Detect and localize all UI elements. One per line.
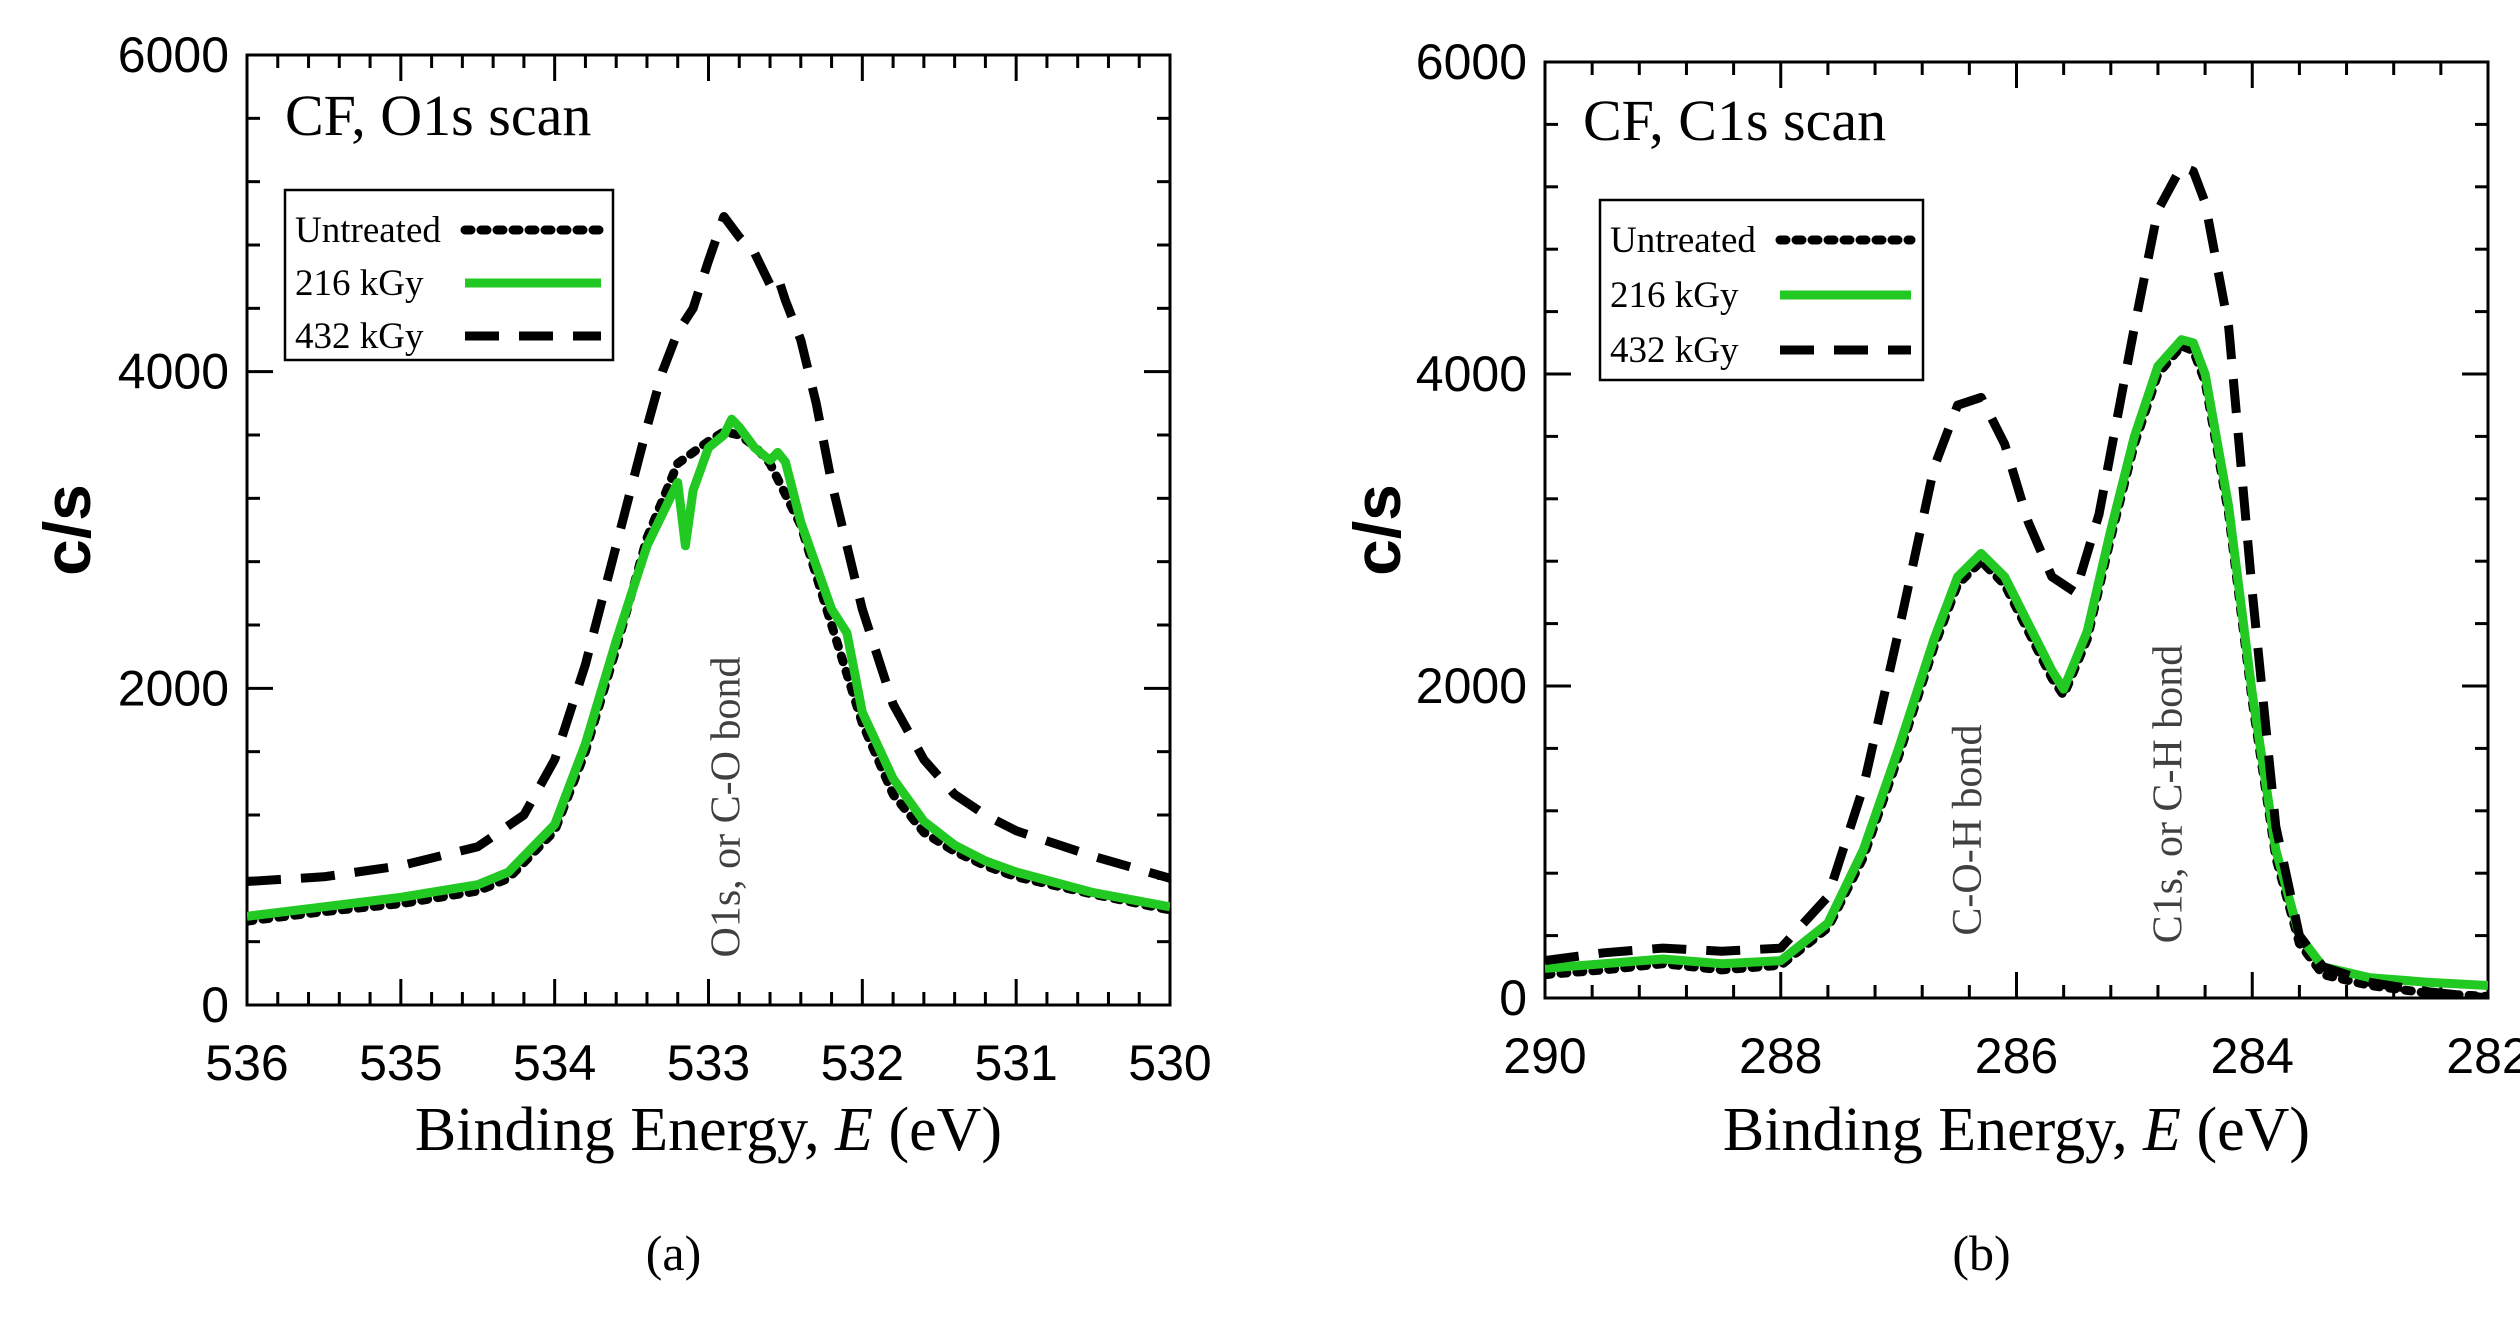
- legend-label: 432 kGy: [1610, 330, 1739, 371]
- panel-title: CF, O1s scan: [285, 83, 591, 148]
- x-axis-title: Binding Energy, E (eV): [1723, 1096, 2310, 1164]
- legend-label: Untreated: [1610, 220, 1756, 261]
- legend-label: 216 kGy: [1610, 275, 1739, 316]
- y-tick-label: 0: [1499, 970, 1527, 1026]
- x-tick-label: 533: [667, 1035, 750, 1091]
- x-axis-title: Binding Energy, E (eV): [415, 1096, 1002, 1164]
- series-group: [1545, 162, 2488, 998]
- x-tick-label: 535: [359, 1035, 442, 1091]
- panel-b-chart: 290 288 286 284 282 0 2000 4000 6000 C-O-H bond C1…: [1340, 34, 2520, 1281]
- y-tick-label: 0: [201, 977, 229, 1033]
- x-tick-label: 530: [1128, 1035, 1211, 1091]
- series-line-216-kgy: [1545, 335, 2488, 990]
- legend-box: [283, 188, 615, 362]
- y-tick-label: 6000: [118, 27, 229, 83]
- legend-label: Untreated: [295, 210, 441, 251]
- panel-caption: (b): [1952, 1225, 2010, 1281]
- legend-box: [1598, 198, 1925, 382]
- series-line-432-kgy: [247, 212, 1170, 886]
- series-line-untreated: [247, 427, 1170, 926]
- series-line-216-kgy: [247, 414, 1170, 921]
- x-tick-label: 284: [2211, 1028, 2294, 1084]
- panel-title: CF, C1s scan: [1583, 88, 1886, 153]
- y-tick-label: 6000: [1416, 34, 1527, 90]
- x-tick-label: 531: [974, 1035, 1057, 1091]
- x-tick-label: 282: [2446, 1028, 2520, 1084]
- y-tick-label: 4000: [118, 344, 229, 400]
- x-tick-label: 286: [1975, 1028, 2058, 1084]
- bond-annotation: C1s, or C-H bond: [2146, 645, 2192, 944]
- y-tick-label: 2000: [118, 660, 229, 716]
- bond-annotation: O1s, or C-O bond: [703, 657, 749, 958]
- legend-label: 432 kGy: [295, 316, 424, 357]
- series-line-432-kgy: [1545, 162, 2488, 998]
- x-tick-label: 290: [1503, 1028, 1586, 1084]
- x-tick-label: 534: [513, 1035, 596, 1091]
- x-tick-label: 532: [821, 1035, 904, 1091]
- legend: Untreated 216 kGy 432 kGy: [283, 188, 615, 362]
- bond-annotation: C-O-H bond: [1945, 724, 1991, 935]
- y-tick-label: 4000: [1416, 346, 1527, 402]
- y-axis-title: c/s: [1340, 484, 1414, 576]
- y-axis-title: c/s: [30, 484, 104, 576]
- panel-a-chart: 536 535 534 533 532 531 530 0 2000 4000 6000 O1s, o…: [30, 27, 1212, 1281]
- panel-caption: (a): [646, 1225, 702, 1281]
- x-tick-label: 536: [205, 1035, 288, 1091]
- y-tick-label: 2000: [1416, 658, 1527, 714]
- legend-label: 216 kGy: [295, 263, 424, 304]
- series-line-untreated: [1545, 341, 2488, 998]
- series-group: [247, 212, 1170, 926]
- x-tick-label: 288: [1739, 1028, 1822, 1084]
- legend: Untreated 216 kGy 432 kGy: [1598, 198, 1925, 382]
